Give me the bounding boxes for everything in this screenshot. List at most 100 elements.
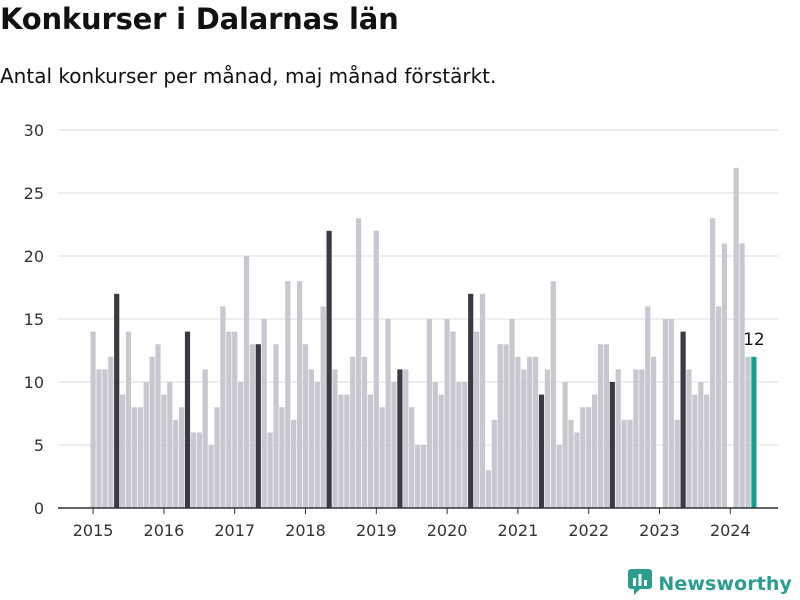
bar [710, 218, 716, 508]
bar [255, 344, 261, 508]
bar [391, 382, 397, 508]
bar [308, 369, 314, 508]
x-tick-label: 2019 [356, 521, 397, 540]
bar [609, 382, 615, 508]
x-tick-label: 2017 [214, 521, 255, 540]
bar [397, 369, 403, 508]
x-tick-label: 2020 [427, 521, 468, 540]
bar [432, 382, 438, 508]
bar [226, 331, 232, 508]
bar [326, 230, 332, 509]
x-tick-label: 2018 [285, 521, 326, 540]
x-tick-label: 2021 [498, 521, 539, 540]
bar [462, 382, 468, 508]
bar [733, 167, 739, 509]
bar [161, 394, 167, 508]
bar [485, 470, 491, 508]
bar [692, 394, 698, 508]
bar [556, 445, 562, 508]
x-tick-label: 2023 [639, 521, 680, 540]
bar [297, 281, 303, 508]
bar [680, 331, 686, 508]
bar [603, 344, 609, 508]
bar [220, 306, 226, 508]
bar [568, 419, 574, 508]
bar [350, 356, 356, 508]
data-labels: 12 [743, 330, 765, 350]
bar [409, 407, 415, 508]
bar [615, 369, 621, 508]
bar [356, 218, 362, 508]
bar [320, 306, 326, 508]
bar [367, 394, 373, 508]
bar-chart-logo-icon [628, 569, 653, 599]
bar [715, 306, 722, 508]
bar [444, 319, 450, 508]
y-tick-label: 15 [24, 310, 44, 329]
bar [173, 419, 179, 508]
bar [721, 243, 727, 508]
bar [214, 407, 220, 508]
bar [456, 382, 462, 508]
bar [243, 256, 250, 508]
bar [137, 407, 143, 508]
bar [538, 394, 545, 508]
bar [544, 369, 550, 508]
bar [314, 382, 320, 508]
brand-logo[interactable]: Newsworthy [628, 569, 792, 599]
bars [90, 167, 757, 509]
bar [515, 356, 521, 508]
bar [273, 344, 279, 508]
bar [232, 331, 238, 508]
bar [497, 344, 503, 508]
x-tick-label: 2024 [710, 521, 751, 540]
bar [491, 419, 497, 508]
bar [267, 432, 273, 508]
bar [361, 356, 368, 508]
bar [415, 445, 421, 508]
bar [291, 419, 297, 508]
bar [479, 293, 486, 508]
bar [527, 356, 533, 508]
bar [403, 369, 409, 508]
y-tick-label: 0 [34, 499, 44, 518]
bar [373, 230, 379, 509]
bar [597, 344, 604, 508]
bar [102, 369, 108, 508]
bar [639, 369, 645, 508]
brand-name: Newsworthy [658, 573, 792, 595]
bar [125, 331, 132, 508]
bar [379, 407, 385, 508]
bar [586, 407, 592, 508]
bar [468, 293, 474, 508]
bar [131, 407, 137, 508]
y-tick-label: 25 [24, 184, 44, 203]
y-tick-label: 20 [24, 247, 44, 266]
bar [574, 432, 580, 508]
bar [90, 331, 96, 508]
x-axis: 2015 2016 2017 2018 2019 2020 2021 2022 2023 2024 [58, 507, 778, 540]
y-tick-label: 5 [34, 436, 44, 455]
bar [533, 356, 539, 508]
bar [155, 344, 161, 508]
bar [580, 407, 586, 508]
bar [627, 419, 633, 508]
bar [179, 407, 185, 508]
bar [745, 356, 751, 508]
chart-subtitle: Antal konkurser per månad, maj månad för… [0, 64, 497, 88]
bar [96, 369, 102, 508]
bar [196, 432, 202, 508]
bar [668, 319, 674, 508]
y-tick-label: 30 [24, 121, 44, 140]
bar [739, 243, 745, 508]
bar [509, 319, 515, 508]
bar [344, 394, 350, 508]
bar [645, 306, 651, 508]
bar [120, 394, 126, 508]
bar [167, 382, 173, 508]
bar [108, 356, 114, 508]
chart-title: Konkurser i Dalarnas län [0, 2, 399, 36]
bar [521, 369, 527, 508]
bar [143, 382, 149, 508]
